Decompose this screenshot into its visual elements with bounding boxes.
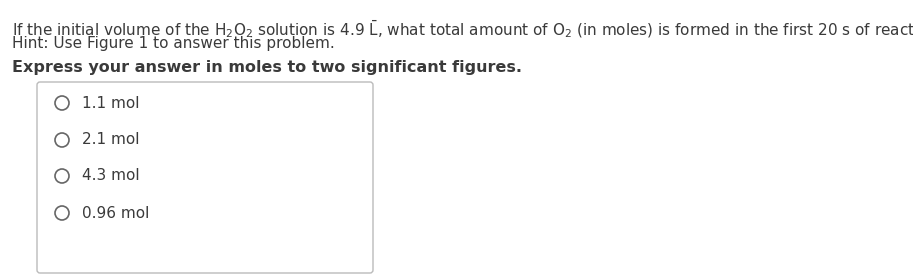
FancyBboxPatch shape: [37, 82, 373, 273]
Text: 0.96 mol: 0.96 mol: [82, 206, 150, 220]
Text: 2.1 mol: 2.1 mol: [82, 132, 140, 147]
Circle shape: [55, 96, 69, 110]
Circle shape: [55, 206, 69, 220]
Text: Hint: Use Figure 1 to answer this problem.: Hint: Use Figure 1 to answer this proble…: [12, 36, 335, 51]
Circle shape: [55, 169, 69, 183]
Text: 4.3 mol: 4.3 mol: [82, 168, 140, 183]
Circle shape: [55, 133, 69, 147]
Text: If the initial volume of the $\mathregular{H_2O_2}$ solution is 4.9 $\mathregula: If the initial volume of the $\mathregul…: [12, 18, 913, 40]
Text: Express your answer in moles to two significant figures.: Express your answer in moles to two sign…: [12, 60, 522, 75]
Text: 1.1 mol: 1.1 mol: [82, 96, 140, 111]
